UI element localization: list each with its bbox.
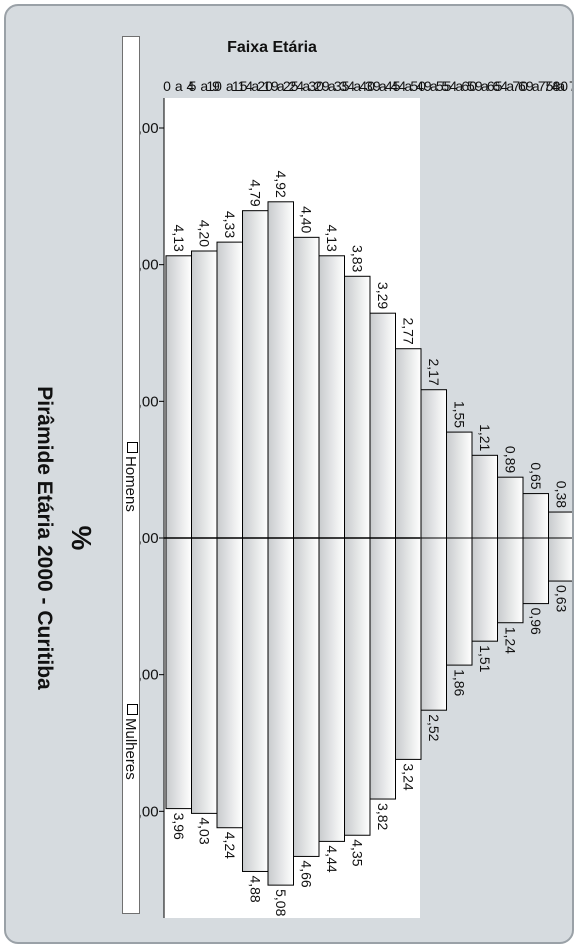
category-label: 70 a 74: [512, 78, 559, 94]
bar-mulheres-11: [446, 537, 473, 666]
category-label: 80 ou Mais: [553, 78, 572, 94]
bar-homens-11: [446, 431, 473, 539]
bar-homens-10: [420, 389, 447, 539]
data-label-mulheres-13: 1,24: [502, 627, 518, 654]
chart-title: Pirâmide Etária 2000 - Curitiba: [33, 386, 56, 690]
category-axis-title: Faixa Etária: [227, 39, 317, 56]
category-label: 35 a 39: [334, 78, 381, 94]
bar-homens-9: [395, 348, 422, 539]
bar-homens-1: [191, 250, 218, 539]
bar-homens-13: [497, 476, 524, 539]
data-label-mulheres-7: 4,35: [349, 839, 365, 866]
bar-homens-3: [242, 210, 269, 539]
bar-mulheres-12: [471, 537, 498, 642]
value-axis-label: %: [66, 526, 97, 551]
data-label-homens-1: 4,20: [196, 220, 212, 247]
data-label-mulheres-15: 0,63: [553, 585, 569, 612]
legend-item-mulheres: Mulheres: [122, 704, 139, 780]
bar-mulheres-6: [318, 537, 345, 842]
bar-mulheres-8: [369, 537, 396, 800]
bar-homens-6: [318, 255, 345, 539]
bar-mulheres-14: [522, 537, 549, 605]
value-tick-label: 6,00: [129, 940, 158, 942]
data-label-mulheres-3: 4,88: [247, 875, 263, 902]
category-label: 75 a 79: [538, 78, 572, 94]
bar-homens-15: [548, 511, 572, 539]
data-label-homens-2: 4,33: [222, 211, 238, 238]
category-label: 20 a 24: [257, 78, 304, 94]
data-label-homens-0: 4,13: [171, 225, 187, 252]
bar-mulheres-10: [420, 537, 447, 711]
category-label: 60 a 64: [461, 78, 508, 94]
category-label: 30 a 34: [308, 78, 355, 94]
population-pyramid-chart: Pirâmide Etária 2000 - Curitiba Faixa Etá…: [33, 39, 572, 942]
data-label-homens-13: 0,89: [502, 446, 518, 473]
data-label-mulheres-2: 4,24: [222, 832, 238, 859]
data-label-mulheres-12: 1,51: [477, 645, 493, 672]
bar-homens-12: [471, 454, 498, 539]
bar-homens-7: [344, 275, 371, 539]
data-label-homens-6: 4,13: [324, 225, 340, 252]
data-label-homens-8: 3,29: [375, 282, 391, 309]
data-label-homens-4: 4,92: [273, 171, 289, 198]
legend: Homens Mulheres: [122, 36, 140, 914]
category-label: 5 a 9: [189, 78, 220, 94]
data-label-homens-11: 1,55: [451, 401, 467, 428]
legend-item-homens: Homens: [122, 442, 139, 512]
category-label: 25 a 29: [283, 78, 330, 94]
chart-rotated-container: Pirâmide Etária 2000 - Curitiba Faixa Etá…: [6, 6, 572, 942]
bar-homens-4: [267, 201, 294, 539]
bar-homens-0: [165, 255, 192, 539]
category-label: 0 a 4: [163, 78, 194, 94]
bar-homens-14: [522, 493, 549, 539]
bar-mulheres-3: [242, 537, 269, 872]
data-label-mulheres-11: 1,86: [451, 669, 467, 696]
category-label: 50 a 54: [410, 78, 457, 94]
bar-mulheres-2: [216, 537, 243, 829]
data-label-mulheres-6: 4,44: [324, 845, 340, 872]
category-label: 65 a 69: [487, 78, 534, 94]
category-label: 45 a 49: [385, 78, 432, 94]
bar-mulheres-7: [344, 537, 371, 836]
bar-mulheres-5: [293, 537, 320, 857]
category-label: 10 a 14: [206, 78, 253, 94]
data-label-homens-7: 3,83: [349, 245, 365, 272]
data-label-mulheres-5: 4,66: [298, 860, 314, 887]
data-label-homens-5: 4,40: [298, 206, 314, 233]
bar-mulheres-0: [165, 537, 192, 810]
legend-swatch-homens: [127, 442, 138, 453]
bar-mulheres-9: [395, 537, 422, 760]
legend-swatch-mulheres: [127, 704, 138, 715]
data-label-homens-14: 0,65: [528, 462, 544, 489]
data-label-mulheres-4: 5,08: [273, 889, 289, 916]
data-label-homens-12: 1,21: [477, 424, 493, 451]
category-label: 40 a 44: [359, 78, 406, 94]
bar-mulheres-1: [191, 537, 218, 814]
category-label: 15 a 19: [232, 78, 279, 94]
data-label-homens-9: 2,77: [400, 317, 416, 344]
bar-mulheres-4: [267, 537, 294, 886]
data-label-mulheres-1: 4,03: [196, 817, 212, 844]
legend-label-mulheres: Mulheres: [122, 718, 139, 780]
bar-homens-8: [369, 312, 396, 539]
category-label: 55 a 59: [436, 78, 483, 94]
data-label-mulheres-10: 2,52: [426, 714, 442, 741]
data-label-homens-15: 0,38: [553, 481, 569, 508]
bar-homens-5: [293, 236, 320, 539]
data-label-mulheres-8: 3,82: [375, 803, 391, 830]
bar-mulheres-13: [497, 537, 524, 624]
legend-label-homens: Homens: [122, 456, 139, 512]
data-label-homens-10: 2,17: [426, 358, 442, 385]
data-label-mulheres-0: 3,96: [171, 813, 187, 840]
data-label-homens-3: 4,79: [247, 179, 263, 206]
chart-frame: Pirâmide Etária 2000 - Curitiba Faixa Etá…: [4, 4, 574, 944]
bar-homens-2: [216, 241, 243, 539]
bar-mulheres-15: [548, 537, 572, 582]
data-label-mulheres-9: 3,24: [400, 763, 416, 790]
data-label-mulheres-14: 0,96: [528, 608, 544, 635]
